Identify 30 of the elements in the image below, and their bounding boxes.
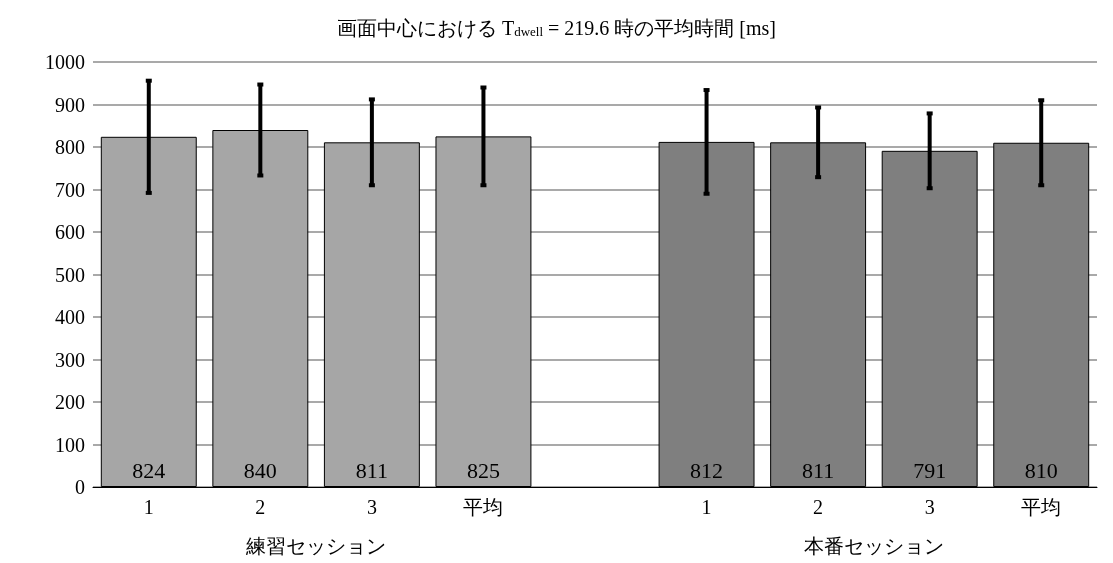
data-label: 811 (802, 457, 835, 483)
x-tick-label: 平均 (1021, 496, 1062, 518)
y-tick-label: 500 (55, 263, 85, 286)
x-tick-label: 1 (143, 496, 154, 518)
x-tick-label: 2 (255, 496, 266, 518)
data-label: 825 (466, 457, 500, 483)
x-tick-label: 1 (701, 496, 712, 518)
data-label: 810 (1024, 457, 1058, 483)
y-tick-label: 800 (55, 136, 85, 158)
text: 練習セッション (245, 535, 387, 557)
data-label: 812 (690, 457, 724, 483)
y-tick-label: 400 (55, 306, 85, 328)
y-tick-label: 600 (55, 221, 85, 243)
x-tick-label: 平均 (463, 496, 504, 518)
y-tick-label: 100 (55, 433, 85, 456)
data-label: 824 (132, 457, 166, 483)
x-tick-label: 3 (924, 496, 935, 518)
data-label: 791 (913, 457, 947, 483)
y-tick-label: 200 (55, 391, 85, 413)
x-tick-label: 3 (366, 496, 377, 518)
chart-title: 画面中心における Tdwell = 219.6 時の平均時間 [ms] (336, 16, 777, 39)
y-tick-label: 300 (55, 348, 85, 371)
x-tick-label: 2 (813, 496, 824, 518)
data-label: 840 (243, 457, 277, 483)
y-tick-label: 900 (55, 93, 85, 116)
text: 本番セッション (803, 535, 944, 557)
y-tick-label: 700 (55, 178, 85, 201)
data-label: 811 (355, 457, 388, 483)
y-tick-label: 0 (75, 476, 85, 498)
y-tick-label: 1000 (45, 51, 85, 73)
